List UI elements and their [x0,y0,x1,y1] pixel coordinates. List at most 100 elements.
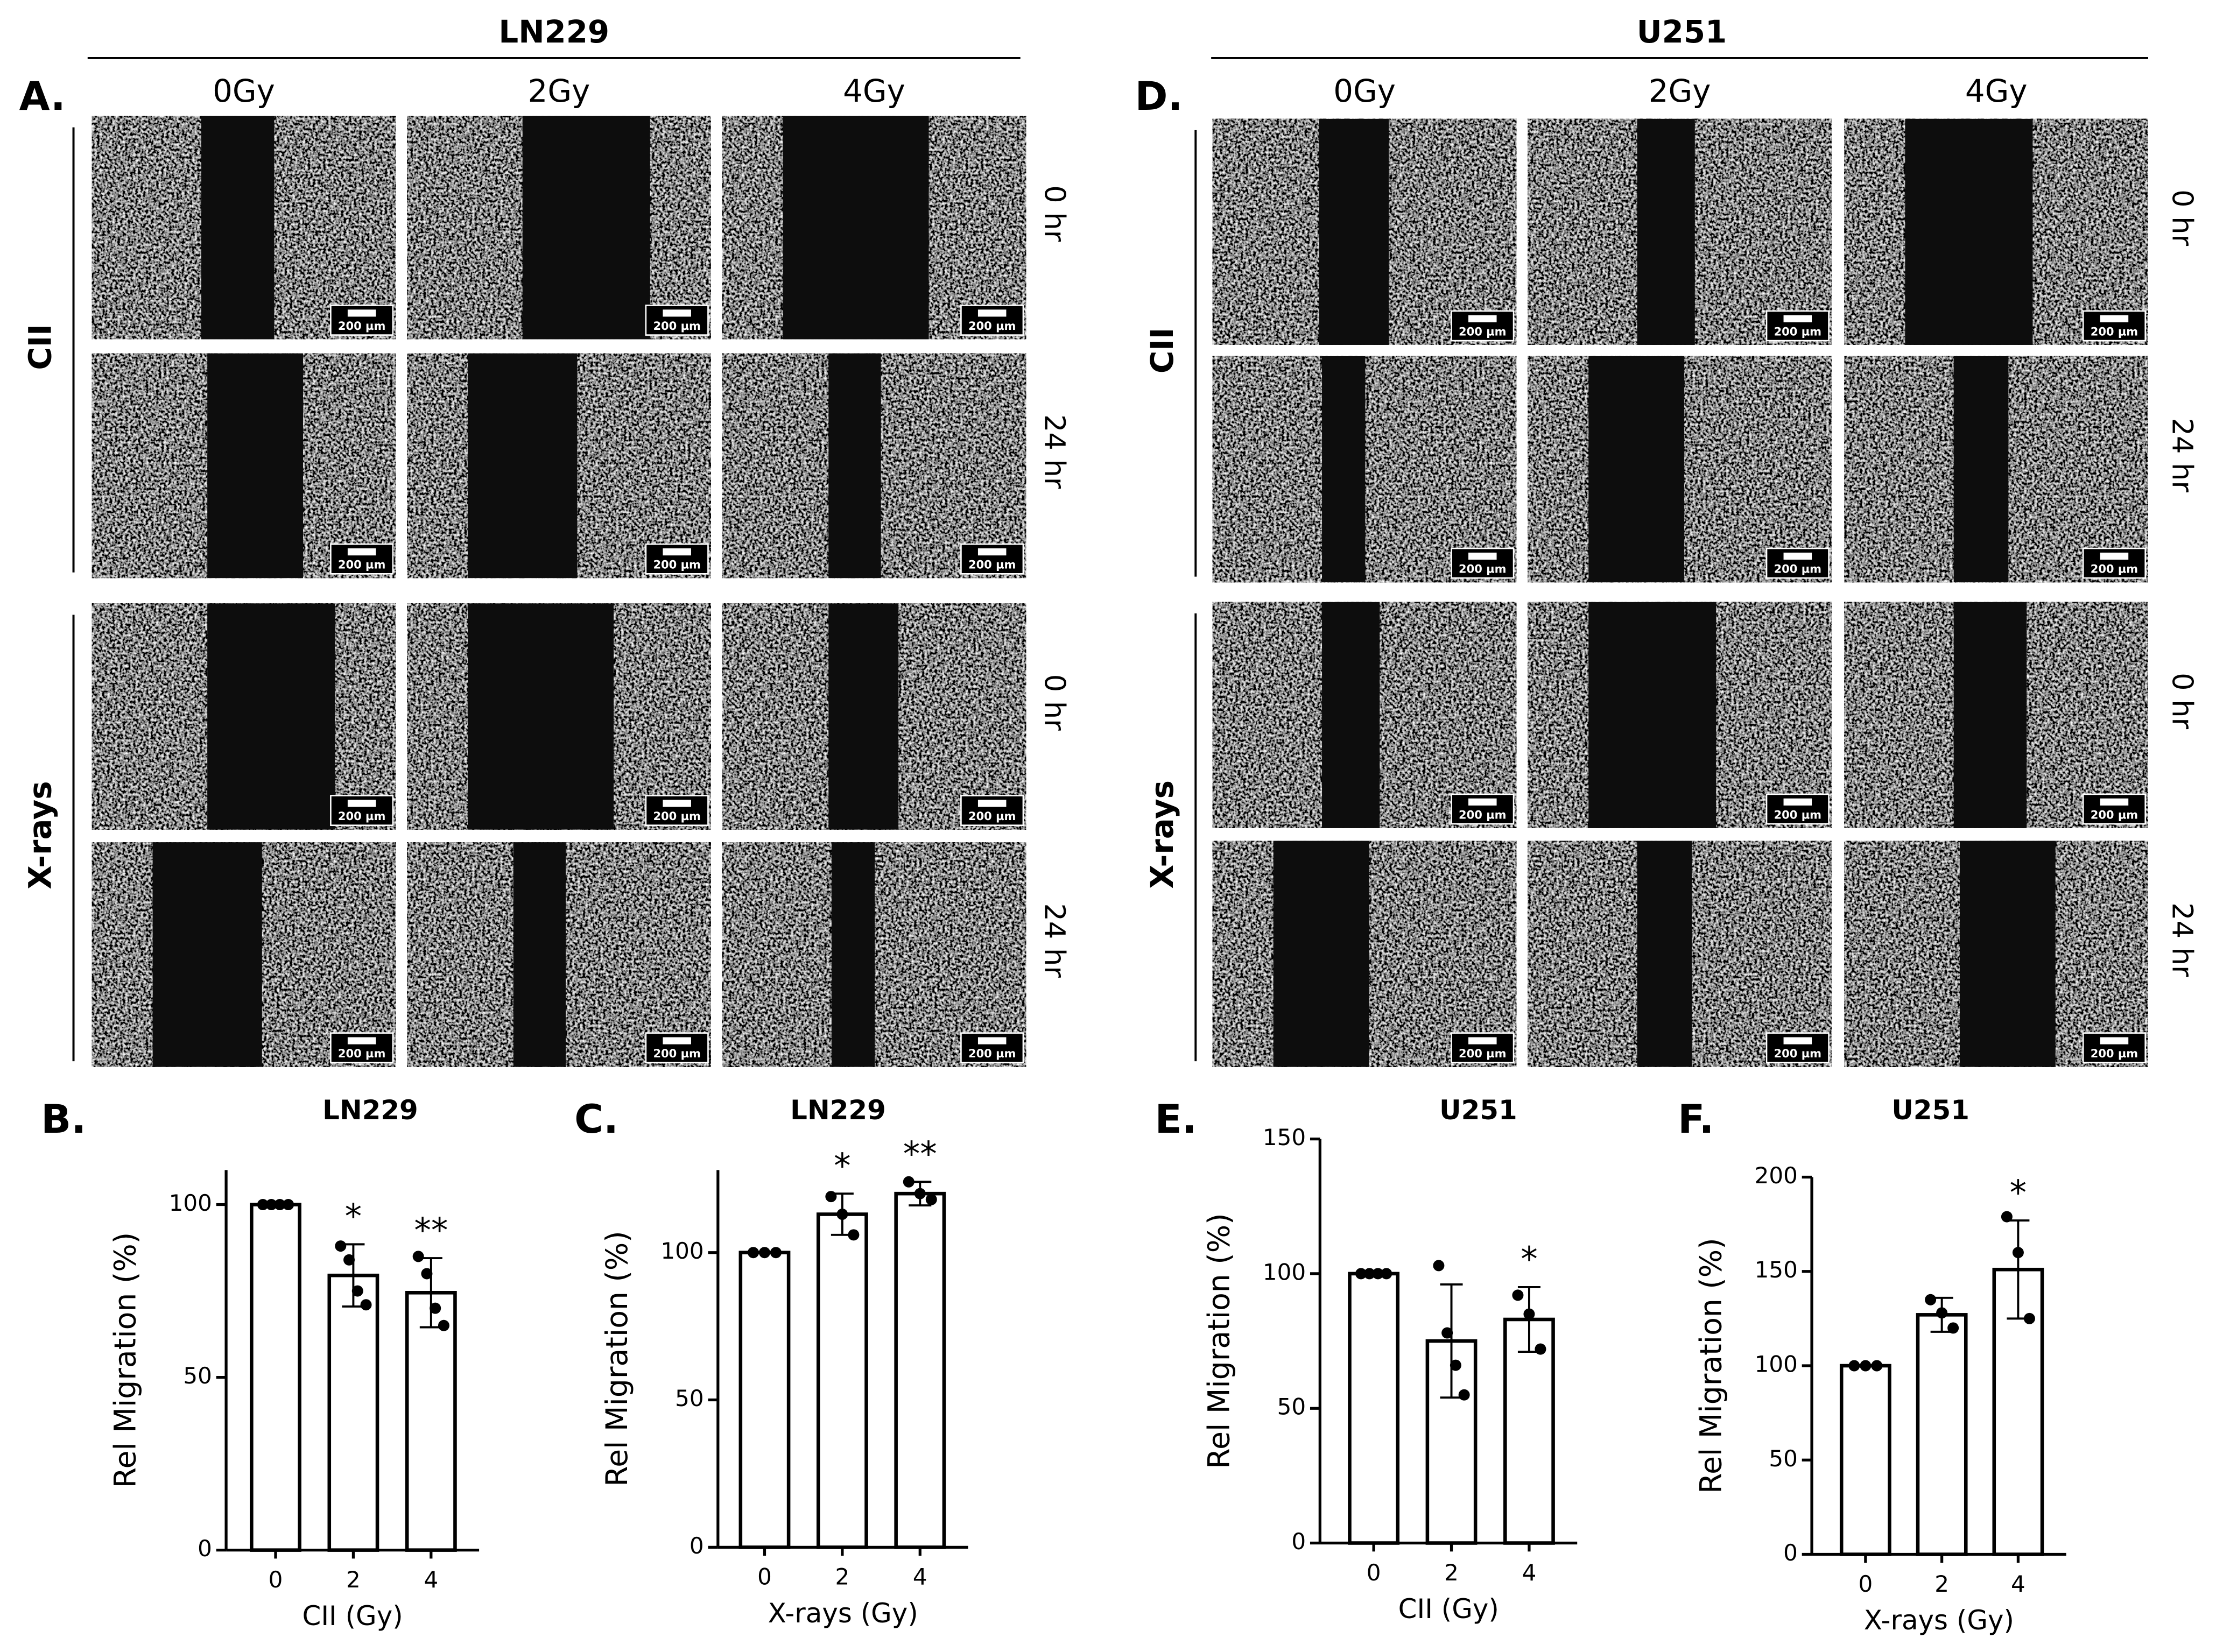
x-tick-label: 4 [1522,1559,1537,1586]
data-point [1441,1327,1453,1339]
micrograph-gap [1322,356,1366,583]
data-point [925,1194,937,1205]
micrograph-gap [828,353,881,578]
scale-bar-label: 200 µm [653,810,700,823]
x-tick-label: 0 [1367,1559,1381,1586]
y-tick-label: 0 [1783,1540,1798,1566]
micrograph-gap [1953,356,2009,583]
micrograph-gap [1319,118,1389,345]
micrograph-gap [468,603,614,830]
scale-bar [977,309,1007,317]
data-point [1363,1268,1375,1280]
scale-bar-label: 200 µm [1774,808,1821,821]
time-label: 24 hr [1038,903,1071,978]
y-tick-label: 50 [1769,1445,1797,1472]
scale-bar-label: 200 µm [2091,1047,2138,1060]
scale-bar-box [960,305,1024,336]
time-label: 0 hr [2166,673,2199,729]
panel-label: A. [19,74,66,119]
scale-bar-label: 200 µm [653,320,700,333]
chart-title: LN229 [322,1095,418,1126]
scale-bar [1783,1037,1812,1044]
x-tick-label: 2 [835,1564,850,1590]
row-label: CII [22,324,58,370]
micrograph: 200 µm [1212,356,1517,583]
significance: ** [903,1134,937,1174]
micrograph: 200 µm [407,353,711,578]
micrograph-gap [1959,841,2056,1067]
micrograph: 200 µm [1528,118,1832,345]
x-tick-label: 2 [346,1566,361,1593]
data-point [438,1319,449,1331]
scale-bar-label: 200 µm [338,559,385,571]
significance: * [834,1146,851,1185]
x-tick-label: 4 [2011,1571,2025,1597]
scale-bar-label: 200 µm [338,320,385,333]
scale-bar-label: 200 µm [1459,325,1506,338]
micrograph-gap [1905,118,2033,345]
micrograph: 200 µm [1528,841,1832,1067]
micrograph-gap [207,603,335,830]
bar [1916,1313,1968,1556]
chart-title: U251 [1439,1095,1517,1126]
scale-bar [1468,798,1497,806]
micrograph: 200 µm [1212,602,1517,828]
data-point [351,1285,363,1297]
scale-bar [1783,315,1812,322]
row-label: X-rays [1144,780,1180,888]
data-point [2012,1247,2024,1259]
data-point [758,1247,770,1259]
scale-bar [663,309,691,317]
scale-bar [1783,798,1812,806]
micrograph: 200 µm [722,603,1026,830]
micrograph: 200 µm [1212,841,1517,1067]
scale-bar [663,1037,691,1044]
bar [738,1251,791,1549]
scale-bar-label: 200 µm [1774,562,1821,575]
micrograph: 200 µm [407,603,711,830]
micrograph-gap [1637,841,1692,1067]
micrograph-gap [468,353,578,578]
y-tick-label: 100 [169,1190,212,1216]
micrograph: 200 µm [1844,356,2148,583]
y-tick-label: 0 [1291,1528,1306,1555]
micrograph-gap [1588,356,1685,583]
micrograph: 200 µm [1212,118,1517,345]
time-label: 0 hr [1038,674,1071,731]
time-label: 24 hr [2166,902,2199,977]
data-point [274,1199,286,1211]
scale-bar-label: 200 µm [1459,1047,1506,1060]
data-point [430,1302,441,1314]
data-point [1433,1260,1445,1272]
bar [405,1291,457,1552]
x-tick-label: 4 [913,1564,927,1590]
y-tick-label: 0 [198,1535,212,1562]
micrograph: 200 µm [92,353,396,578]
micrograph-gap [831,842,875,1067]
micrograph: 200 µm [1528,602,1832,828]
time-label: 0 hr [2166,189,2199,246]
panel-label: F. [1678,1097,1714,1142]
chart-title: U251 [1891,1095,1969,1126]
scale-bar-label: 200 µm [2091,562,2138,575]
scale-bar [2100,1037,2129,1044]
significance: ** [414,1211,448,1250]
scale-bar-label: 200 µm [968,559,1016,571]
y-axis-label: Rel Migration (%) [1202,1213,1237,1469]
scale-bar [1468,552,1497,560]
data-point [412,1251,424,1262]
data-point [1860,1360,1872,1372]
data-point [836,1208,848,1220]
data-point [1458,1389,1470,1401]
x-tick-label: 0 [757,1564,772,1590]
y-tick-label: 100 [660,1238,704,1264]
bar [250,1203,301,1552]
data-point [360,1299,372,1311]
y-axis-label: Rel Migration (%) [108,1232,143,1488]
column-label: 4Gy [1965,73,2028,109]
data-point [1523,1308,1535,1320]
y-tick-label: 100 [1263,1259,1306,1285]
panel-label: E. [1155,1097,1197,1142]
data-point [421,1268,433,1280]
